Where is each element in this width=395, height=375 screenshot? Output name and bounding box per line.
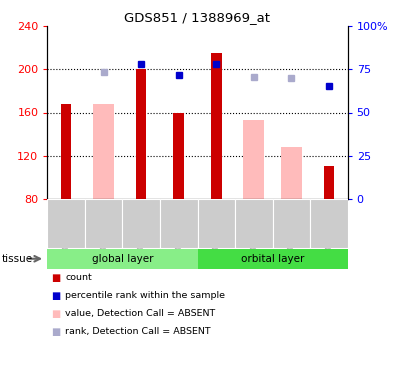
Text: ■: ■	[51, 327, 60, 336]
Bar	[243, 120, 264, 199]
Text: tissue: tissue	[2, 254, 33, 264]
Bar	[281, 147, 302, 199]
Bar	[61, 104, 71, 199]
Bar	[173, 112, 184, 199]
FancyBboxPatch shape	[47, 199, 85, 248]
FancyBboxPatch shape	[235, 199, 273, 248]
Text: value, Detection Call = ABSENT: value, Detection Call = ABSENT	[65, 309, 215, 318]
Bar	[324, 166, 334, 199]
FancyBboxPatch shape	[310, 199, 348, 248]
Text: ■: ■	[51, 291, 60, 300]
FancyBboxPatch shape	[160, 199, 198, 248]
Text: ■: ■	[51, 273, 60, 282]
FancyBboxPatch shape	[198, 249, 348, 269]
Bar	[93, 104, 114, 199]
Text: global layer: global layer	[92, 254, 153, 264]
Text: ■: ■	[51, 309, 60, 318]
FancyBboxPatch shape	[273, 199, 310, 248]
Text: percentile rank within the sample: percentile rank within the sample	[65, 291, 225, 300]
FancyBboxPatch shape	[85, 199, 122, 248]
Bar	[211, 53, 222, 199]
Text: GDS851 / 1388969_at: GDS851 / 1388969_at	[124, 11, 271, 24]
Text: rank, Detection Call = ABSENT: rank, Detection Call = ABSENT	[65, 327, 211, 336]
FancyBboxPatch shape	[198, 199, 235, 248]
Text: count: count	[65, 273, 92, 282]
FancyBboxPatch shape	[122, 199, 160, 248]
FancyBboxPatch shape	[47, 249, 198, 269]
Bar	[136, 69, 147, 199]
Text: orbital layer: orbital layer	[241, 254, 304, 264]
